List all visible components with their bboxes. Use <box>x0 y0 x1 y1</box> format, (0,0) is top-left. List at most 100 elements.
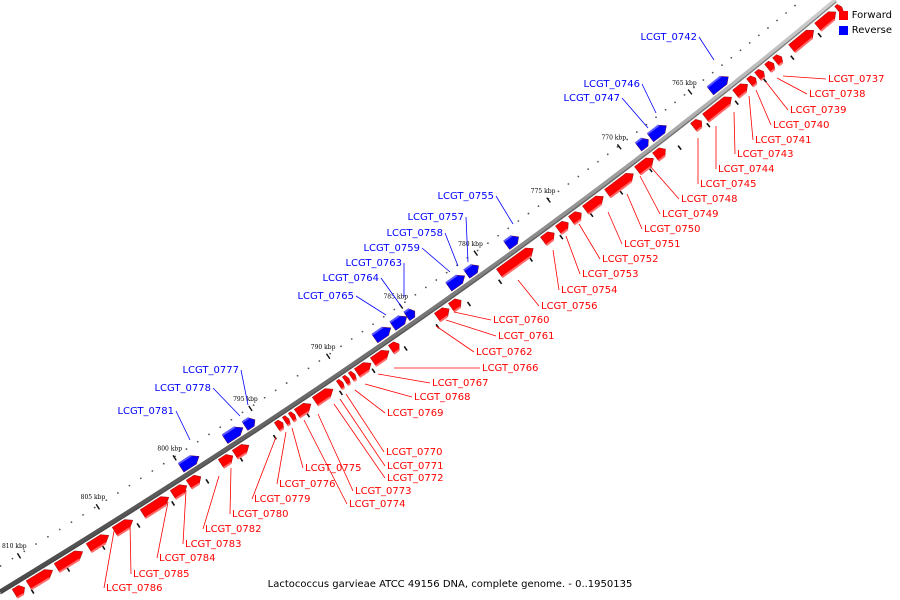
leader-line <box>333 403 386 479</box>
tick-label: 775 kbp <box>531 188 556 195</box>
leader-line <box>733 111 736 155</box>
scale-dot <box>252 404 255 406</box>
scale-dot <box>587 168 590 171</box>
reverse-swatch <box>838 26 848 35</box>
scale-dot <box>655 116 657 119</box>
scale-dot <box>393 308 396 311</box>
scale-dot <box>757 34 760 37</box>
scale-dot <box>424 286 427 289</box>
scale-dot <box>414 293 417 296</box>
forward-gene <box>169 484 188 500</box>
legend-reverse-label: Reverse <box>851 25 892 36</box>
forward-gene-label: LCGT_0780 <box>232 509 289 520</box>
reverse-gene <box>503 235 519 250</box>
scale-dot <box>748 41 751 44</box>
leader-line <box>291 427 304 469</box>
reverse-gene-label: LCGT_0763 <box>345 258 402 269</box>
scale-dot <box>208 433 210 436</box>
leader-line <box>776 77 808 95</box>
scale-dot <box>23 550 26 553</box>
scale-dot <box>476 249 479 252</box>
leader-line <box>755 89 772 126</box>
scale-dot <box>567 183 570 185</box>
scale-dash <box>136 522 141 529</box>
scale-dot <box>372 323 374 326</box>
forward-gene <box>341 374 352 387</box>
tick-label: 810 kbp <box>2 543 27 550</box>
major-tick <box>325 353 331 360</box>
reverse-gene-label: LCGT_0765 <box>297 291 354 302</box>
leader-line <box>317 413 354 492</box>
forward-gene-label: LCGT_0750 <box>644 224 701 235</box>
tick-label: 785 kbp <box>383 294 408 301</box>
leader-line <box>240 369 249 406</box>
leader-line <box>377 373 431 384</box>
forward-gene <box>814 11 837 32</box>
forward-gene-label: LCGT_0784 <box>159 553 216 564</box>
scale-dot <box>93 506 96 509</box>
scale-dash <box>706 122 711 128</box>
leader-line <box>444 232 459 267</box>
forward-gene <box>85 534 110 553</box>
scale-dot <box>318 360 321 362</box>
scale-dash <box>338 390 344 396</box>
leader-line <box>175 410 191 441</box>
scale-dot <box>361 330 364 333</box>
tick-label: 795 kbp <box>233 396 258 403</box>
scale-dash <box>403 346 408 352</box>
forward-gene-label: LCGT_0761 <box>498 331 555 342</box>
scale-dash <box>677 145 682 151</box>
scale-dot <box>507 227 510 230</box>
leader-line <box>354 389 386 414</box>
legend-forward: Forward <box>838 8 892 23</box>
forward-gene <box>434 307 450 323</box>
forward-swatch <box>838 11 848 20</box>
scale-dot <box>139 477 142 480</box>
forward-gene <box>217 454 234 469</box>
forward-gene-label: LCGT_0782 <box>205 524 262 535</box>
scale-dot <box>683 94 686 96</box>
forward-gene <box>568 211 582 226</box>
reverse-gene-label: LCGT_0759 <box>363 243 420 254</box>
major-tick <box>616 143 622 150</box>
scale-dot <box>721 64 723 67</box>
major-tick <box>687 89 693 95</box>
forward-gene <box>690 119 703 132</box>
scale-dot <box>47 535 49 538</box>
forward-gene-label: LCGT_0779 <box>254 494 311 505</box>
reverse-gene-label: LCGT_0764 <box>322 273 379 284</box>
leader-line <box>156 501 169 559</box>
forward-gene <box>353 362 372 378</box>
genome-caption: Lactococcus garvieae ATCC 49156 DNA, com… <box>267 579 633 590</box>
forward-gene <box>652 147 666 162</box>
forward-gene <box>139 496 170 519</box>
forward-gene <box>788 29 814 54</box>
scale-dot <box>382 315 385 318</box>
scale-dot <box>785 12 787 14</box>
forward-gene <box>634 157 654 176</box>
forward-gene-label: LCGT_0741 <box>755 135 812 146</box>
leader-line <box>129 522 132 575</box>
scale-dot <box>241 411 244 414</box>
forward-gene <box>369 350 390 367</box>
leader-line <box>202 475 220 530</box>
forward-gene-label: LCGT_0775 <box>305 463 362 474</box>
forward-gene-label: LCGT_0768 <box>414 392 471 403</box>
forward-gene <box>231 444 250 460</box>
scale-dot <box>82 513 84 516</box>
scale-dot <box>58 528 61 531</box>
scale-dash <box>790 55 795 61</box>
scale-dot <box>693 86 695 89</box>
scale-dot <box>296 374 299 377</box>
scale-dot <box>11 557 14 560</box>
reverse-gene <box>634 137 649 152</box>
forward-gene-label: LCGT_0772 <box>387 473 444 484</box>
forward-gene-label: LCGT_0743 <box>737 149 794 160</box>
legend-reverse: Reverse <box>838 23 892 38</box>
scale-dash <box>171 500 176 506</box>
forward-gene <box>496 247 534 279</box>
scale-dot <box>35 543 38 545</box>
leader-line <box>465 216 469 263</box>
legend: Forward Reverse <box>838 8 892 38</box>
forward-gene <box>387 341 400 355</box>
